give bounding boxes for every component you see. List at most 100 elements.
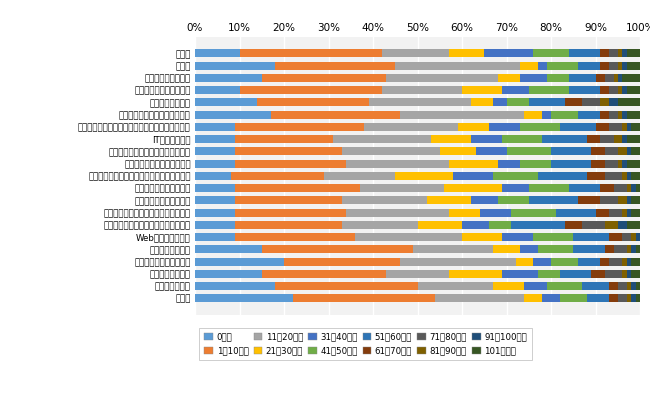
Bar [534,233,573,241]
Bar [262,74,387,82]
Bar [614,245,627,253]
Bar [618,99,640,106]
Bar [440,147,476,155]
Bar [596,74,605,82]
Bar [275,62,395,70]
Bar [418,221,462,229]
Bar [631,245,636,253]
Bar [520,160,551,168]
Bar [507,99,529,106]
Bar [520,74,547,82]
Bar [448,49,484,57]
Bar [195,270,262,278]
Bar [631,147,640,155]
Bar [498,160,520,168]
Bar [587,135,600,143]
Bar [195,123,235,131]
Bar [627,196,631,204]
Bar [623,172,627,180]
Bar [560,294,587,302]
Bar [529,196,578,204]
Bar [356,233,462,241]
Bar [631,172,640,180]
Bar [195,147,235,155]
Bar [600,184,614,192]
Bar [560,123,596,131]
Bar [618,49,623,57]
Bar [623,111,627,119]
Legend: 0時間, 1～10時間, 11～20時間, 21～30時間, 31～40時間, 41～50時間, 51～60時間, 61～70時間, 71～80時間, 81～9: 0時間, 1～10時間, 11～20時間, 21～30時間, 31～40時間, … [200,328,532,360]
Bar [448,270,502,278]
Bar [364,123,458,131]
Bar [239,49,382,57]
Bar [627,62,640,70]
Bar [623,74,640,82]
Bar [471,135,502,143]
Bar [542,135,587,143]
Bar [623,62,627,70]
Bar [623,209,627,217]
Bar [235,135,333,143]
Bar [369,99,471,106]
Bar [556,209,596,217]
Bar [235,221,342,229]
Bar [195,135,235,143]
Bar [604,74,614,82]
Bar [262,245,413,253]
Bar [542,294,560,302]
Bar [235,184,359,192]
Bar [502,184,529,192]
Bar [600,86,609,94]
Bar [529,99,565,106]
Bar [525,111,542,119]
Bar [609,282,618,290]
Bar [418,282,493,290]
Bar [618,282,627,290]
Bar [342,196,426,204]
Bar [592,160,604,168]
Bar [400,111,525,119]
Bar [195,49,239,57]
Bar [257,99,369,106]
Bar [493,245,520,253]
Bar [631,270,640,278]
Bar [578,62,600,70]
Bar [565,99,582,106]
Bar [551,147,592,155]
Bar [623,86,627,94]
Bar [600,99,609,106]
Bar [569,86,600,94]
Bar [604,160,618,168]
Bar [627,258,631,265]
Bar [614,184,627,192]
Bar [520,62,538,70]
Bar [476,147,507,155]
Bar [342,147,440,155]
Bar [448,160,498,168]
Bar [520,123,560,131]
Bar [480,209,511,217]
Bar [600,62,609,70]
Bar [627,160,640,168]
Bar [636,282,640,290]
Bar [502,86,529,94]
Bar [542,111,551,119]
Bar [631,282,636,290]
Bar [573,233,609,241]
Bar [529,184,569,192]
Bar [604,270,623,278]
Bar [395,172,453,180]
Bar [262,270,387,278]
Bar [195,221,235,229]
Bar [623,49,627,57]
Bar [623,135,627,143]
Bar [270,111,400,119]
Bar [498,74,520,82]
Bar [614,135,623,143]
Bar [569,184,600,192]
Bar [529,86,569,94]
Bar [604,147,618,155]
Bar [623,123,627,131]
Bar [627,294,631,302]
Bar [239,86,382,94]
